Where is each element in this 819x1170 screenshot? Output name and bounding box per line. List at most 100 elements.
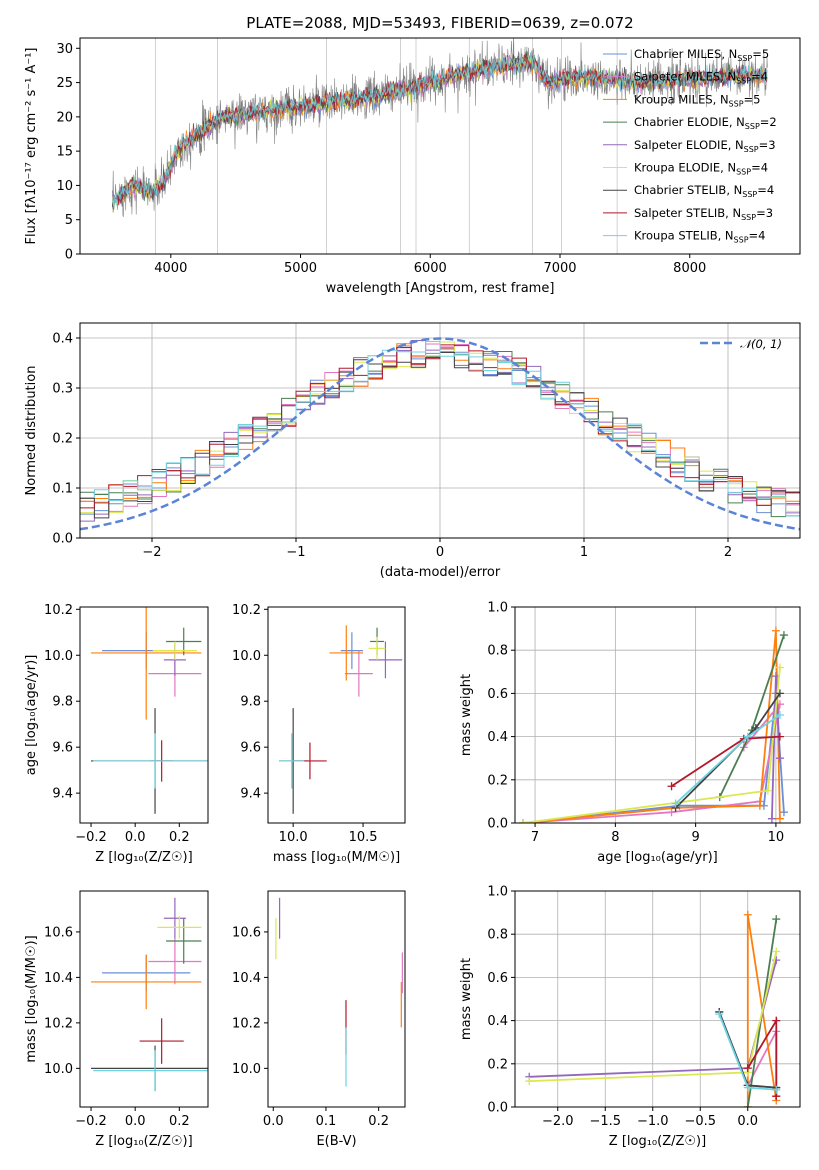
weight-marker: [743, 910, 752, 919]
y-tick-label: 10.0: [44, 1062, 73, 1077]
residual-histogram: [80, 341, 800, 517]
age_vs_Z-plot-area: [91, 607, 208, 814]
x-axis-label: Z [log₁₀(Z/Z☉)]: [609, 1134, 706, 1149]
y-tick-label: 9.4: [52, 787, 73, 802]
legend-label: Chabrier MILES, NSSP=5: [634, 47, 769, 63]
spectrum-plot-area: [112, 38, 768, 254]
x-tick-label: 7: [531, 830, 539, 845]
weight-marker: [775, 689, 784, 698]
y-tick-label: 15: [56, 145, 73, 160]
y-tick-label: 9.4: [240, 787, 261, 802]
y-tick-label: 0.6: [487, 971, 508, 986]
x-tick-label: −1: [286, 545, 305, 560]
y-axis-label: mass weight: [459, 674, 474, 756]
weight_vs_age-plot-area: [519, 626, 788, 823]
x-axis-label: wavelength [Angstrom, rest frame]: [326, 281, 555, 296]
residuals-plot-area: [80, 337, 800, 531]
x-tick-label: 0.0: [737, 1114, 758, 1129]
y-tick-label: 30: [56, 42, 73, 57]
x-tick-label: 0.2: [368, 1114, 389, 1129]
y-tick-label: 10.2: [232, 603, 261, 618]
y-axis-label: mass [log₁₀(M/M☉)]: [24, 935, 39, 1062]
x-tick-label: −1.5: [589, 1114, 621, 1129]
weight-marker: [743, 732, 752, 741]
axes-frame: [79, 890, 209, 1108]
weight_vs_Z-plot-area: [525, 910, 781, 1107]
legend-label: Salpeter STELIB, NSSP=3: [634, 206, 773, 222]
x-tick-label: 6000: [414, 261, 447, 276]
weight-marker: [767, 814, 776, 823]
y-tick-label: 10.4: [44, 971, 73, 986]
y-tick-label: 20: [56, 110, 73, 125]
legend-label: Salpeter MILES, NSSP=4: [634, 70, 768, 86]
x-tick-label: 5000: [284, 261, 317, 276]
x-tick-label: −0.2: [75, 830, 107, 845]
normal-curve: [80, 337, 800, 531]
legend-label: Chabrier STELIB, NSSP=4: [634, 183, 774, 199]
y-tick-label: 0.2: [487, 1057, 508, 1072]
age_vs_mass-plot-area: [279, 625, 403, 814]
weight-marker: [671, 799, 680, 808]
axes-frame: [79, 606, 209, 824]
x-axis-label: Z [log₁₀(Z/Z☉)]: [95, 1134, 192, 1149]
weight-marker: [743, 1064, 752, 1073]
weight-marker: [775, 732, 784, 741]
model-spectrum-line: [112, 51, 768, 210]
weight-marker: [772, 947, 781, 956]
x-tick-label: 8: [611, 830, 619, 845]
x-tick-label: 0.2: [169, 1114, 190, 1129]
x-tick-label: 2: [724, 545, 732, 560]
legend-label: Chabrier ELODIE, NSSP=2: [634, 115, 777, 131]
x-tick-label: −0.2: [75, 1114, 107, 1129]
x-tick-label: −1.0: [637, 1114, 669, 1129]
y-tick-label: 10.2: [44, 1016, 73, 1031]
y-tick-label: 0: [65, 248, 73, 263]
y-tick-label: 10.0: [232, 1062, 261, 1077]
weight-marker: [775, 711, 784, 719]
legend-label: Kroupa ELODIE, NSSP=4: [634, 161, 768, 177]
spectrum-axes: 4000 5000 6000 7000 8000 0 5 10 15 20 25 30 waveleng…: [24, 37, 801, 296]
y-axis-label: Normed distribution: [24, 366, 39, 496]
figure-title: PLATE=2088, MJD=53493, FIBERID=0639, z=0…: [246, 14, 633, 32]
y-tick-label: 0.0: [487, 1101, 508, 1116]
weight-marker: [779, 631, 788, 640]
y-tick-label: 9.8: [52, 695, 73, 710]
weight-marker: [775, 754, 784, 763]
legend-label: Salpeter ELODIE, NSSP=3: [634, 138, 776, 154]
y-tick-label: 10.0: [232, 649, 261, 664]
weight-line: [522, 667, 781, 823]
y-tick-label: 0.4: [487, 1014, 508, 1029]
weight-marker: [772, 1016, 781, 1025]
x-axis-label: E(B-V): [316, 1134, 356, 1149]
x-tick-label: 0: [436, 545, 444, 560]
x-tick-label: 0.0: [125, 830, 146, 845]
y-tick-label: 0.0: [487, 817, 508, 832]
x-tick-label: 10.5: [349, 830, 378, 845]
axes-frame: [514, 890, 801, 1108]
y-tick-label: 0.3: [52, 382, 73, 397]
weight-marker: [755, 801, 764, 810]
x-tick-label: 0.0: [263, 1114, 284, 1129]
normal-legend-label: 𝒩(0, 1): [740, 337, 782, 351]
y-tick-label: 0.4: [52, 332, 73, 347]
y-tick-label: 1.0: [487, 601, 508, 616]
y-tick-label: 10: [56, 179, 73, 194]
y-axis-label: mass weight: [459, 958, 474, 1040]
x-tick-label: 7000: [543, 261, 576, 276]
weight_vs_age-axes: 7 8 9 10 0.0 0.2 0.4 0.6 0.8 1.0 age [log₁₀(age/yr…: [459, 601, 801, 865]
y-tick-label: 0.2: [52, 432, 73, 447]
weight-marker: [519, 819, 528, 823]
x-axis-label: age [log₁₀(age/yr)]: [597, 850, 718, 865]
x-tick-label: −2: [142, 545, 161, 560]
weight_vs_Z-axes: −2.0 −1.5 −1.0 −0.5 0.0 0.0 0.2 0.4 0.6 0.8 1.0 Z […: [459, 885, 801, 1149]
x-tick-label: −0.5: [684, 1114, 716, 1129]
mass_vs_EBV-axes: 0.0 0.1 0.2 10.0 10.2 10.4 10.6 E(B-V): [232, 890, 406, 1149]
x-tick-label: 0.0: [125, 1114, 146, 1129]
x-tick-label: 0.1: [316, 1114, 337, 1129]
x-tick-label: −2.0: [542, 1114, 574, 1129]
y-tick-label: 10.2: [44, 603, 73, 618]
mass_vs_Z-plot-area: [91, 897, 208, 1092]
y-tick-label: 0.1: [52, 482, 73, 497]
x-tick-label: 0.2: [169, 830, 190, 845]
